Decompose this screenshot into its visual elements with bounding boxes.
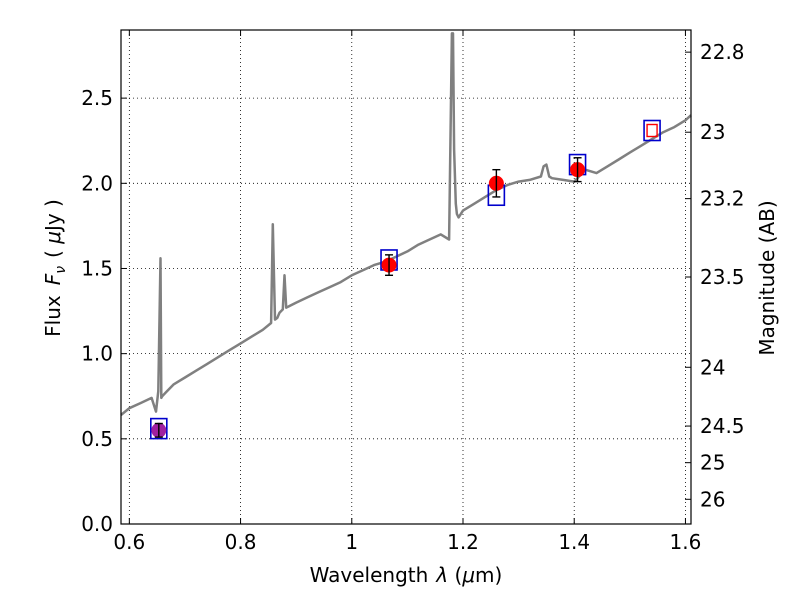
x-tick-label: 1.4 xyxy=(558,530,590,554)
y2-tick-label: 26 xyxy=(700,487,725,511)
y2-tick-label: 23.2 xyxy=(700,187,745,211)
y-axis-label: FluxFν( μJy ) xyxy=(41,199,69,337)
plot-frame xyxy=(120,29,692,525)
y2-axis-label: Magnitude (AB) xyxy=(755,200,779,355)
y-tick-label: 0.5 xyxy=(81,427,113,451)
model-photometry-square xyxy=(643,119,661,142)
spectrum-line xyxy=(120,32,692,416)
x-axis-label: Wavelength λ (μm) xyxy=(310,563,503,587)
x-tick-label: 1.6 xyxy=(670,530,702,554)
y2-tick-label: 24 xyxy=(700,355,725,379)
x-tick-label: 1 xyxy=(345,530,358,554)
y-tick-label: 0.0 xyxy=(81,512,113,536)
y2-tick-label: 25 xyxy=(700,451,725,475)
open-square-point xyxy=(646,123,658,138)
y2-axis-ticks: 22.8 23 23.2 23.5 24 24.5 25 26 xyxy=(685,40,745,511)
y-tick-label: 1.0 xyxy=(81,342,113,366)
x-tick-label: 0.6 xyxy=(113,530,145,554)
y-tick-label: 2.5 xyxy=(81,86,113,110)
x-tick-label: 1.2 xyxy=(447,530,479,554)
y-tick-label: 2.0 xyxy=(81,171,113,195)
y2-tick-label: 23.5 xyxy=(700,265,745,289)
grid-lines xyxy=(121,30,691,525)
y-axis-ticks: 0.0 0.5 1.0 1.5 2.0 2.5 xyxy=(81,86,127,536)
y-tick-label: 1.5 xyxy=(81,256,113,280)
model-photometry-square xyxy=(150,417,168,440)
x-tick-label: 0.8 xyxy=(225,530,257,554)
x-axis-ticks: 0.6 0.8 1 1.2 1.4 1.6 xyxy=(113,30,701,554)
model-spectrum xyxy=(120,32,692,416)
y2-tick-label: 22.8 xyxy=(700,40,745,64)
photometry-points xyxy=(150,119,661,440)
y2-tick-label: 23 xyxy=(700,120,725,144)
y2-tick-label: 24.5 xyxy=(700,414,745,438)
